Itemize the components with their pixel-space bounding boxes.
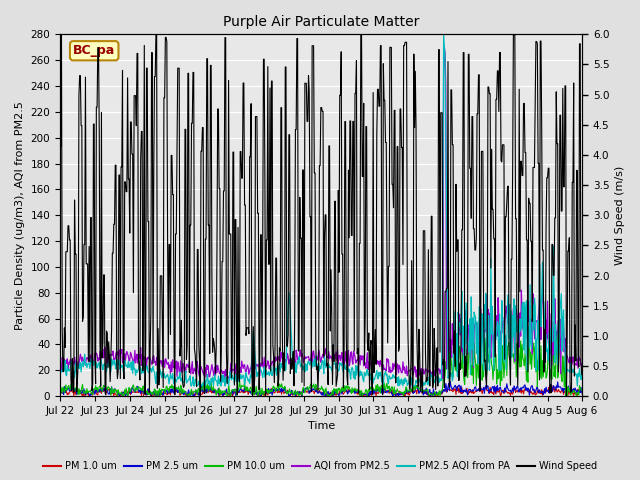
Title: Purple Air Particulate Matter: Purple Air Particulate Matter: [223, 15, 419, 29]
X-axis label: Time: Time: [308, 421, 335, 432]
Legend: PM 1.0 um, PM 2.5 um, PM 10.0 um, AQI from PM2.5, PM2.5 AQI from PA, Wind Speed: PM 1.0 um, PM 2.5 um, PM 10.0 um, AQI fr…: [39, 457, 601, 475]
Text: BC_pa: BC_pa: [73, 44, 115, 57]
Y-axis label: Particle Density (ug/m3), AQI from PM2.5: Particle Density (ug/m3), AQI from PM2.5: [15, 101, 25, 330]
Y-axis label: Wind Speed (m/s): Wind Speed (m/s): [615, 166, 625, 265]
